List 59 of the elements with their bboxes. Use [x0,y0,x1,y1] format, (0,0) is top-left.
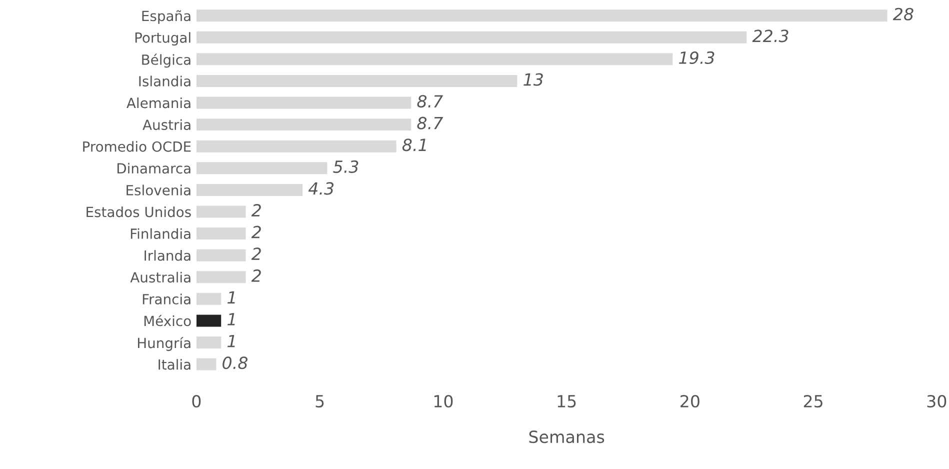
data-label: 4.3 [308,182,334,195]
bar [196,31,747,44]
y-tick-label: España [142,10,190,24]
x-tick-label: 20 [680,394,700,408]
x-axis-title: Semanas [529,430,604,444]
y-tick-label: Finlandia [130,228,190,240]
bar [196,184,303,196]
data-label: 2 [251,204,261,216]
y-tick-label: Hungría [138,336,190,351]
y-tick-label: Promedio OCDE [83,141,191,152]
y-tick-label: Alemania [126,97,190,108]
data-label: 19.3 [679,51,714,64]
data-label: 2 [251,226,261,238]
x-tick-label: 10 [434,394,453,408]
bar [196,336,222,348]
bar [196,292,222,305]
y-tick-label: Eslovenia [126,184,190,196]
y-tick-label: Estados Unidos [86,206,191,218]
y-tick-label: México [144,314,191,326]
y-tick-label: Italia [158,359,190,370]
bar [196,206,246,218]
data-label: 8.7 [417,94,444,108]
y-tick-label: Portugal [135,32,190,46]
bar [196,249,246,262]
y-tick-label: Australia [130,272,190,283]
bar [196,10,888,22]
bar [196,228,246,240]
data-label: 8.7 [417,116,444,130]
bar [196,96,412,109]
data-label: 0.8 [222,356,248,370]
data-label: 1 [227,291,235,304]
data-label: 2 [251,269,261,282]
x-tick-label: 5 [316,395,324,408]
bar [196,140,396,152]
bar [196,74,518,87]
y-tick-label: Bélgica [142,54,190,68]
bar [196,314,222,327]
data-label: 8.1 [402,138,426,152]
x-tick-label: 25 [804,394,822,408]
data-label: 13 [524,73,543,86]
data-label: 1 [227,313,235,326]
y-tick-label: Dinamarca [117,162,190,174]
y-tick-label: Irlanda [144,250,190,261]
bar [196,53,673,66]
y-tick-label: Austria [142,119,190,130]
data-label: 28 [892,8,914,20]
bar [196,162,328,174]
bar [196,358,216,370]
data-label: 2 [251,248,261,260]
y-tick-label: Francia [142,294,190,304]
data-label: 22.3 [752,30,788,42]
x-tick-label: 0 [192,394,201,408]
data-label: 5.3 [333,160,358,173]
x-tick-label: 30 [927,394,946,408]
bar [196,118,412,131]
bar [196,271,246,284]
data-label: 1 [227,334,235,348]
x-tick-label: 15 [558,395,576,408]
y-tick-label: Islandia [139,76,190,86]
